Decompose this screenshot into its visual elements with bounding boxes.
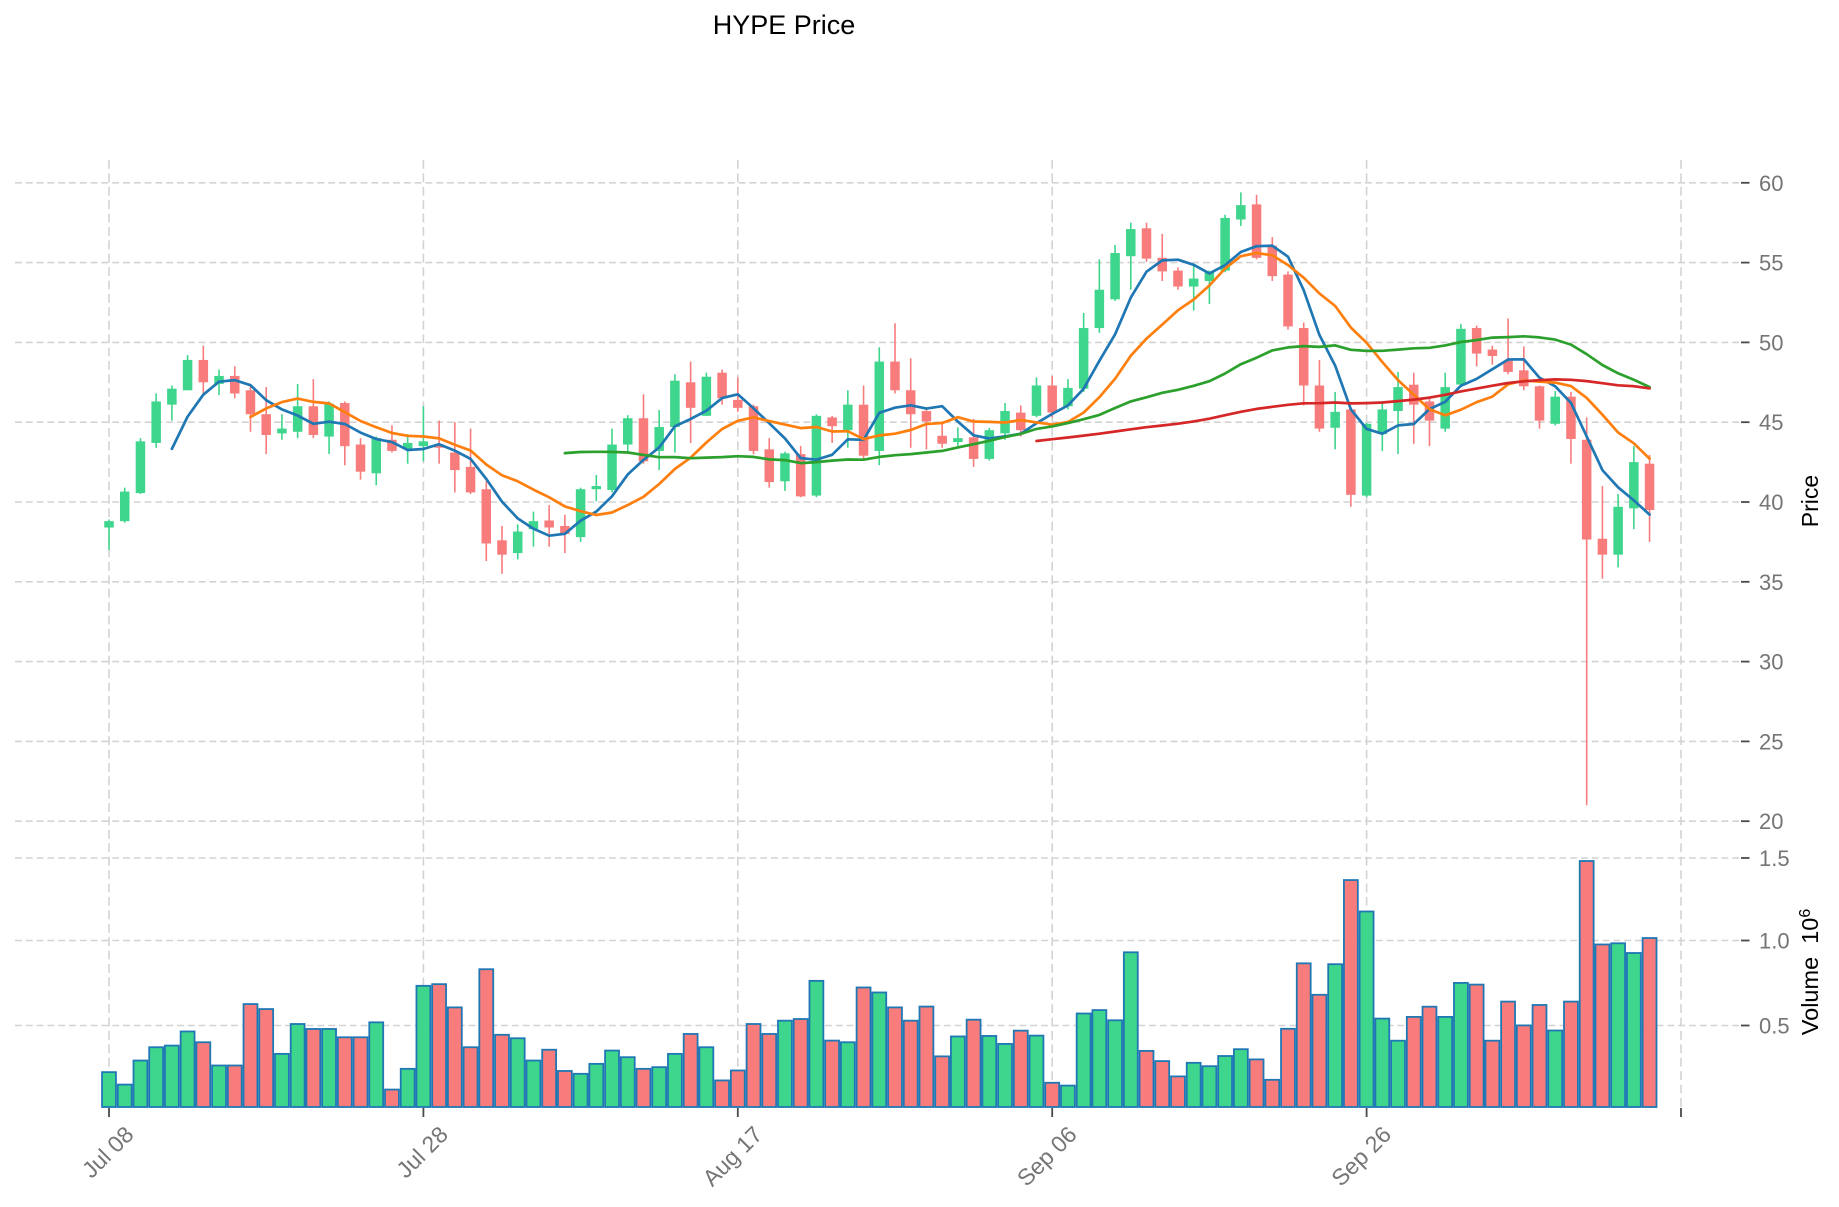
svg-text:Price: Price xyxy=(1797,475,1823,527)
svg-text:55: 55 xyxy=(1759,251,1783,276)
svg-text:45: 45 xyxy=(1759,410,1783,435)
svg-text:0.5: 0.5 xyxy=(1759,1014,1790,1039)
svg-text:HYPE Price: HYPE Price xyxy=(713,10,856,40)
svg-text:35: 35 xyxy=(1759,570,1783,595)
svg-text:25: 25 xyxy=(1759,729,1783,754)
svg-text:60: 60 xyxy=(1759,171,1783,196)
svg-text:40: 40 xyxy=(1759,490,1783,515)
svg-text:Volume 106: Volume 106 xyxy=(1797,909,1824,1036)
svg-text:1.5: 1.5 xyxy=(1759,846,1790,871)
svg-text:30: 30 xyxy=(1759,650,1783,675)
svg-text:20: 20 xyxy=(1759,809,1783,834)
svg-text:1.0: 1.0 xyxy=(1759,929,1790,954)
svg-text:50: 50 xyxy=(1759,330,1783,355)
